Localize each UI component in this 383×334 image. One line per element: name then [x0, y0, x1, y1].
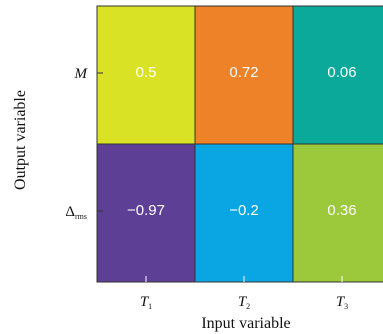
x-axis-ticks: T1 T2 T3	[140, 276, 348, 311]
cell-value-label: 0.36	[327, 202, 356, 219]
heatmap-cell	[96, 5, 196, 145]
y-axis-title: Output variable	[12, 90, 29, 190]
heatmap-cell	[194, 143, 294, 283]
x-axis-title: Input variable	[201, 315, 290, 332]
cell-value-label: 0.5	[136, 64, 157, 81]
y-axis-ticks: M Δrms	[65, 66, 103, 221]
heatmap-cell-labels: 0.5 0.72 0.06 −0.97 −0.2 0.36	[127, 64, 357, 219]
y-tick-label: M	[74, 66, 89, 82]
x-tick-label: T1	[140, 294, 152, 311]
x-tick-label: T2	[238, 294, 250, 311]
cell-value-label: 0.06	[327, 64, 356, 81]
cell-value-label: −0.97	[127, 202, 165, 219]
heatmap-cell	[194, 5, 294, 145]
heatmap-cell	[292, 143, 383, 283]
y-tick-label: Δrms	[65, 204, 87, 221]
heatmap-cell	[96, 143, 196, 283]
x-tick-label: T3	[336, 294, 348, 311]
heatmap-cells	[96, 5, 383, 283]
cell-value-label: 0.72	[229, 64, 258, 81]
cell-value-label: −0.2	[229, 202, 259, 219]
